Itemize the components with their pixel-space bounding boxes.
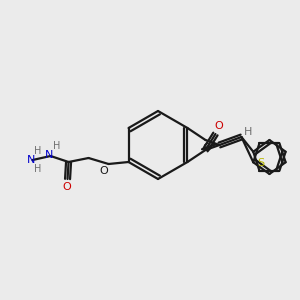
Text: H: H bbox=[34, 164, 41, 174]
Text: H: H bbox=[53, 141, 60, 151]
Text: O: O bbox=[202, 143, 211, 153]
Text: O: O bbox=[62, 182, 71, 192]
Text: O: O bbox=[214, 121, 223, 131]
Text: S: S bbox=[257, 158, 264, 168]
Text: H: H bbox=[34, 146, 41, 156]
Text: N: N bbox=[45, 150, 54, 160]
Text: H: H bbox=[244, 127, 253, 137]
Text: O: O bbox=[99, 166, 108, 176]
Text: N: N bbox=[27, 155, 36, 165]
